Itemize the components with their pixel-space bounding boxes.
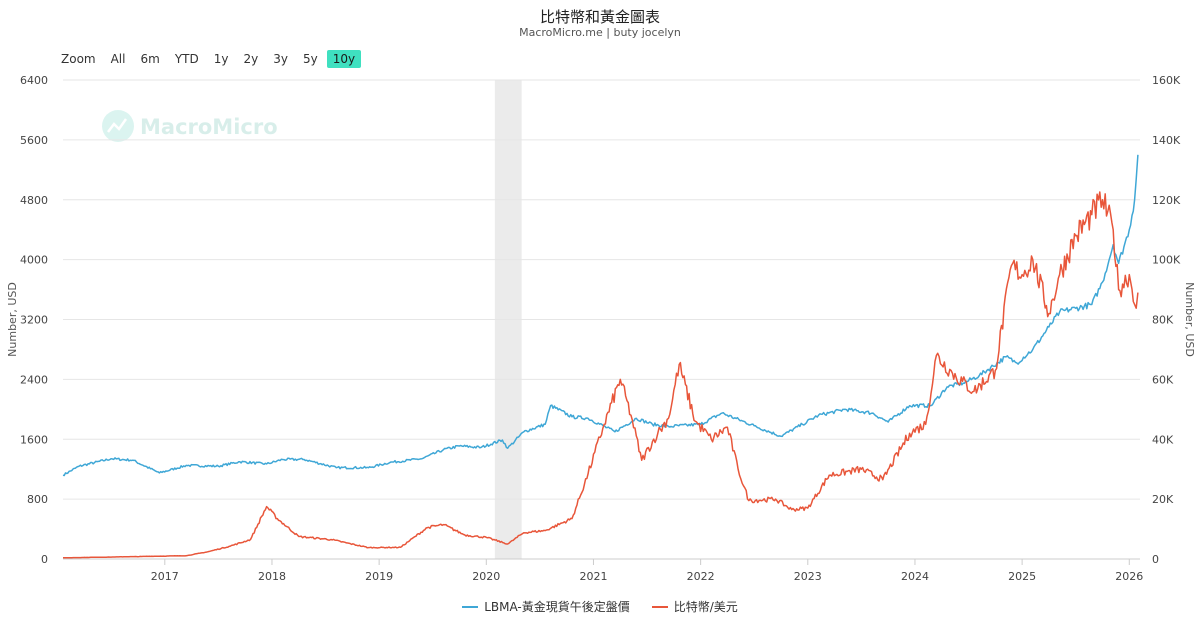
x-tick-label: 2024 bbox=[901, 570, 929, 583]
y-left-tick-label: 1600 bbox=[20, 433, 48, 446]
x-tick-label: 2018 bbox=[258, 570, 286, 583]
watermark-icon bbox=[102, 110, 134, 142]
legend-item-btc[interactable]: 比特幣/美元 bbox=[651, 598, 738, 615]
watermark-text: MacroMicro bbox=[140, 115, 278, 139]
watermark-logo: MacroMicro bbox=[102, 110, 278, 142]
y-left-tick-label: 3200 bbox=[20, 314, 48, 327]
y-left-axis-title: Number, USD bbox=[6, 282, 19, 357]
series-line-gold bbox=[62, 154, 1139, 477]
y-left-tick-label: 4800 bbox=[20, 194, 48, 207]
chart-title: 比特幣和黃金圖表 bbox=[539, 8, 660, 26]
zoom-button-2y[interactable]: 2y bbox=[243, 52, 259, 66]
legend-swatch-btc bbox=[651, 605, 668, 608]
zoom-button-1y[interactable]: 1y bbox=[213, 52, 229, 66]
y-right-axis-title: Number, USD bbox=[1183, 282, 1196, 357]
y-left-tick-label: 5600 bbox=[20, 134, 48, 147]
y-right-tick-label: 100K bbox=[1152, 254, 1181, 267]
x-tick-label: 2026 bbox=[1115, 570, 1143, 583]
x-tick-label: 2019 bbox=[365, 570, 393, 583]
y-right-tick-label: 140K bbox=[1152, 134, 1181, 147]
zoom-button-3y[interactable]: 3y bbox=[273, 52, 288, 66]
zoom-toolbar: Zoom All 6m YTD 1y 2y 3y 5y 10y bbox=[58, 50, 364, 68]
legend-label-gold: LBMA-黃金現貨午後定盤價 bbox=[484, 600, 630, 614]
chart-subtitle: MacroMicro.me | buty jocelyn bbox=[519, 26, 681, 39]
y-left-tick-label: 6400 bbox=[20, 74, 48, 87]
zoom-button-5y[interactable]: 5y bbox=[302, 52, 318, 66]
y-left-tick-label: 800 bbox=[27, 493, 48, 506]
zoom-button-10y[interactable]: 10y bbox=[326, 50, 362, 68]
legend-label-btc: 比特幣/美元 bbox=[673, 600, 738, 614]
x-tick-label: 2022 bbox=[687, 570, 715, 583]
y-right-tick-label: 160K bbox=[1152, 74, 1181, 87]
legend-swatch-gold bbox=[462, 605, 479, 608]
x-tick-label: 2017 bbox=[151, 570, 179, 583]
zoom-button-6m[interactable]: 6m bbox=[140, 52, 160, 66]
zoom-label: Zoom bbox=[61, 52, 96, 66]
x-tick-label: 2023 bbox=[794, 570, 822, 583]
y-right-tick-label: 20K bbox=[1152, 493, 1174, 506]
legend: LBMA-黃金現貨午後定盤價 比特幣/美元 bbox=[0, 598, 1200, 615]
y-right-tick-label: 80K bbox=[1152, 314, 1174, 327]
x-tick-label: 2025 bbox=[1008, 570, 1036, 583]
x-tick-label: 2021 bbox=[579, 570, 607, 583]
zoom-button-all[interactable]: All bbox=[110, 52, 126, 66]
y-left-tick-label: 2400 bbox=[20, 373, 48, 386]
y-right-tick-label: 120K bbox=[1152, 194, 1181, 207]
legend-item-gold[interactable]: LBMA-黃金現貨午後定盤價 bbox=[462, 598, 630, 615]
y-right-tick-label: 60K bbox=[1152, 373, 1174, 386]
watermark-icon-line bbox=[107, 118, 128, 133]
x-tick-label: 2020 bbox=[472, 570, 500, 583]
y-left-tick-label: 0 bbox=[41, 553, 48, 566]
zoom-button-ytd[interactable]: YTD bbox=[174, 52, 199, 66]
y-right-tick-label: 40K bbox=[1152, 433, 1174, 446]
y-left-tick-label: 4000 bbox=[20, 254, 48, 267]
series-line-btc bbox=[63, 191, 1139, 559]
y-right-tick-label: 0 bbox=[1152, 553, 1159, 566]
